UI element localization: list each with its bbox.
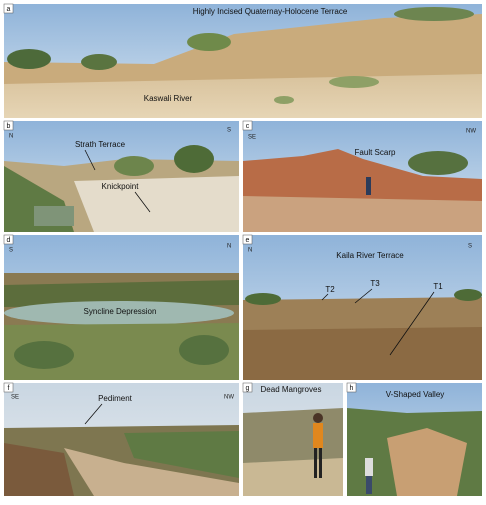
photo-c [243,121,482,232]
panel-label-box [346,382,357,393]
pointer [84,403,103,425]
annotation: T3 [370,279,380,288]
annotation: Strath Terrace [75,140,126,149]
annotation: Kaswali River [144,94,193,103]
annotation: Highly Incised Quaternay-Holocene Terrac… [193,7,348,16]
pointer [354,288,373,304]
panel-label: h [350,385,354,392]
pointer [84,149,96,171]
panel-label: g [246,385,250,392]
pointer [134,191,151,213]
direction: SE [11,395,19,401]
photo-f [4,383,239,496]
photo-d [4,235,239,380]
direction: N [227,244,231,250]
panel-label-box [242,120,253,131]
direction: N [9,134,13,140]
pointer [321,293,329,301]
panel-label: b [7,123,11,130]
annotation: Fault Scarp [355,148,396,157]
annotation: V-Shaped Valley [386,390,445,399]
annotation: Knickpoint [102,182,140,191]
panel-label-box [3,234,14,245]
panel-label-box [3,120,14,131]
panel-label: a [7,6,11,13]
annotation: Dead Mangroves [261,385,322,394]
photo-g [243,383,343,496]
pointer [389,291,435,356]
direction: SE [248,135,256,141]
panel-label: d [7,237,11,244]
photo-a [4,4,482,118]
panel-label-box [3,3,14,14]
panel-label-box [242,234,253,245]
annotation: Kaila River Terrace [336,251,404,260]
annotation: Pediment [98,394,133,403]
photo-b [4,121,239,232]
panel-label: c [246,123,250,130]
photo-e [243,235,482,380]
direction: S [227,128,231,134]
annotation: Syncline Depression [84,307,157,316]
photo-h [347,383,482,496]
direction: S [468,244,472,250]
panel-label: f [8,385,10,392]
annotation: T2 [325,285,335,294]
direction: NW [466,129,476,135]
panel-label: e [246,237,250,244]
direction: S [9,248,13,254]
panel-label-box [3,382,14,393]
direction: NW [224,395,234,401]
panel-label-box [242,382,253,393]
annotation: T1 [433,282,443,291]
direction: N [248,248,252,254]
